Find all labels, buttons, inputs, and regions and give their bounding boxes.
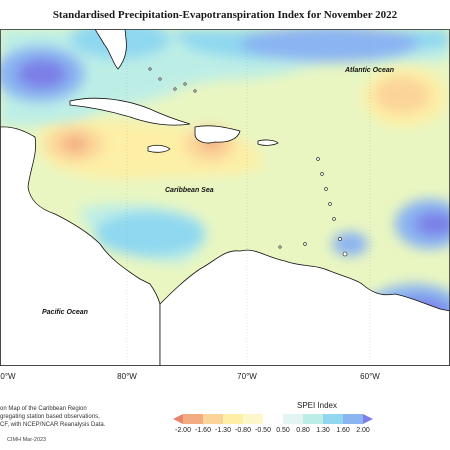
spei-map: Atlantic Ocean Caribbean Sea Pacific Oce… bbox=[0, 29, 450, 366]
legend-swatch-7 bbox=[303, 414, 323, 424]
legend-label-1: -2.00 bbox=[175, 427, 191, 434]
florida-land bbox=[94, 29, 127, 70]
lon-label-70: 70°W bbox=[237, 372, 257, 381]
lesser-antilles bbox=[148, 67, 348, 257]
legend-label-5: -0.50 bbox=[255, 427, 271, 434]
south-america-land bbox=[159, 249, 450, 366]
dry-anomaly-atlantic-core bbox=[374, 77, 430, 113]
legend-label-6: 0.50 bbox=[276, 427, 290, 434]
legend-arrow-left bbox=[173, 414, 183, 424]
hispaniola-land bbox=[194, 125, 241, 144]
legend-title: SPEI Index bbox=[296, 401, 338, 410]
lon-label-0: 0°W bbox=[0, 372, 16, 381]
legend-arrow-right bbox=[363, 414, 373, 424]
legend-swatch-5 bbox=[263, 414, 283, 424]
legend-label-4: -0.80 bbox=[235, 427, 251, 434]
legend-swatch-2 bbox=[203, 414, 223, 424]
note-line-1: on Map of the Caribbean Region bbox=[0, 406, 87, 412]
legend-swatch-9 bbox=[343, 414, 363, 424]
legend-swatch-4 bbox=[243, 414, 263, 424]
legend-label-2: -1.60 bbox=[195, 427, 211, 434]
credit-text: CIMH Mar-2023 bbox=[7, 437, 47, 443]
note-line-2: gregating station based observations, bbox=[0, 414, 100, 420]
puerto-rico-land bbox=[257, 139, 279, 146]
dry-anomaly-central-core bbox=[63, 136, 87, 152]
caribbean-sea-label: Caribbean Sea bbox=[165, 187, 214, 194]
pacific-ocean-label: Pacific Ocean bbox=[42, 309, 88, 316]
legend-swatch-8 bbox=[323, 414, 343, 424]
wet-anomaly-central-s bbox=[95, 212, 205, 256]
central-america-land bbox=[0, 126, 161, 366]
legend-color-bar bbox=[173, 414, 373, 424]
legend-labels: -2.00 -1.60 -1.30 -0.80 -0.50 0.50 0.80 … bbox=[166, 427, 380, 437]
wet-anomaly-west-core bbox=[17, 59, 67, 89]
lon-label-60: 60°W bbox=[360, 372, 380, 381]
wet-anomaly-e-core bbox=[415, 212, 450, 236]
cuba-land bbox=[69, 97, 191, 126]
legend-label-7: 0.80 bbox=[296, 427, 310, 434]
legend-label-3: -1.30 bbox=[215, 427, 231, 434]
legend-swatch-6 bbox=[283, 414, 303, 424]
legend-label-10: 2.00 bbox=[356, 427, 370, 434]
note-line-3: CF, with NCEP/NCAR Reanalysis Data. bbox=[0, 422, 106, 428]
wet-anomaly-se bbox=[332, 232, 368, 256]
wet-anomaly-ne bbox=[240, 29, 420, 62]
legend-swatch-1 bbox=[183, 414, 203, 424]
legend-label-9: 1.60 bbox=[336, 427, 350, 434]
atlantic-ocean-label: Atlantic Ocean bbox=[344, 67, 394, 74]
legend-swatch-3 bbox=[223, 414, 243, 424]
map-title: Standardised Precipitation-Evapotranspir… bbox=[52, 9, 398, 21]
lon-label-80: 80°W bbox=[117, 372, 137, 381]
legend-label-8: 1.30 bbox=[316, 427, 330, 434]
jamaica-land bbox=[147, 144, 171, 153]
